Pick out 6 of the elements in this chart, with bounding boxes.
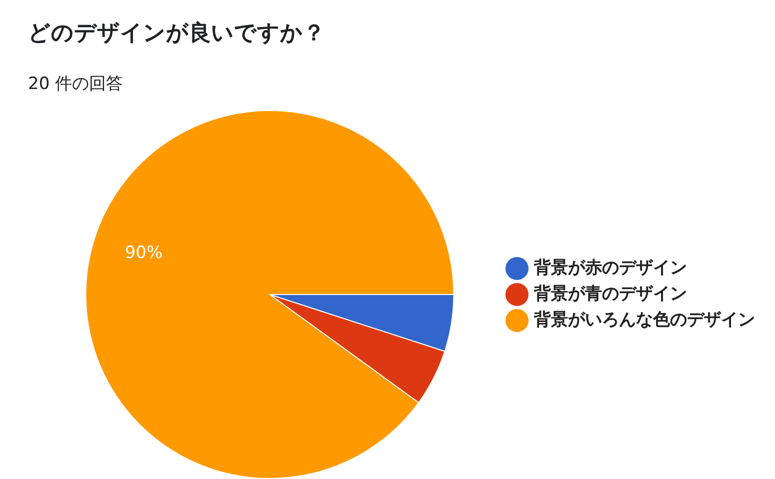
chart-subtitle: 20 件の回答 [28,73,124,95]
chart-title: どのデザインが良いですか？ [28,20,325,48]
legend-label: 背景が赤のデザイン [533,258,687,278]
data-label: 90% [124,242,163,263]
legend-label: 背景がいろんな色のデザイン [533,310,755,330]
legend-label: 背景が青のデザイン [533,284,687,304]
